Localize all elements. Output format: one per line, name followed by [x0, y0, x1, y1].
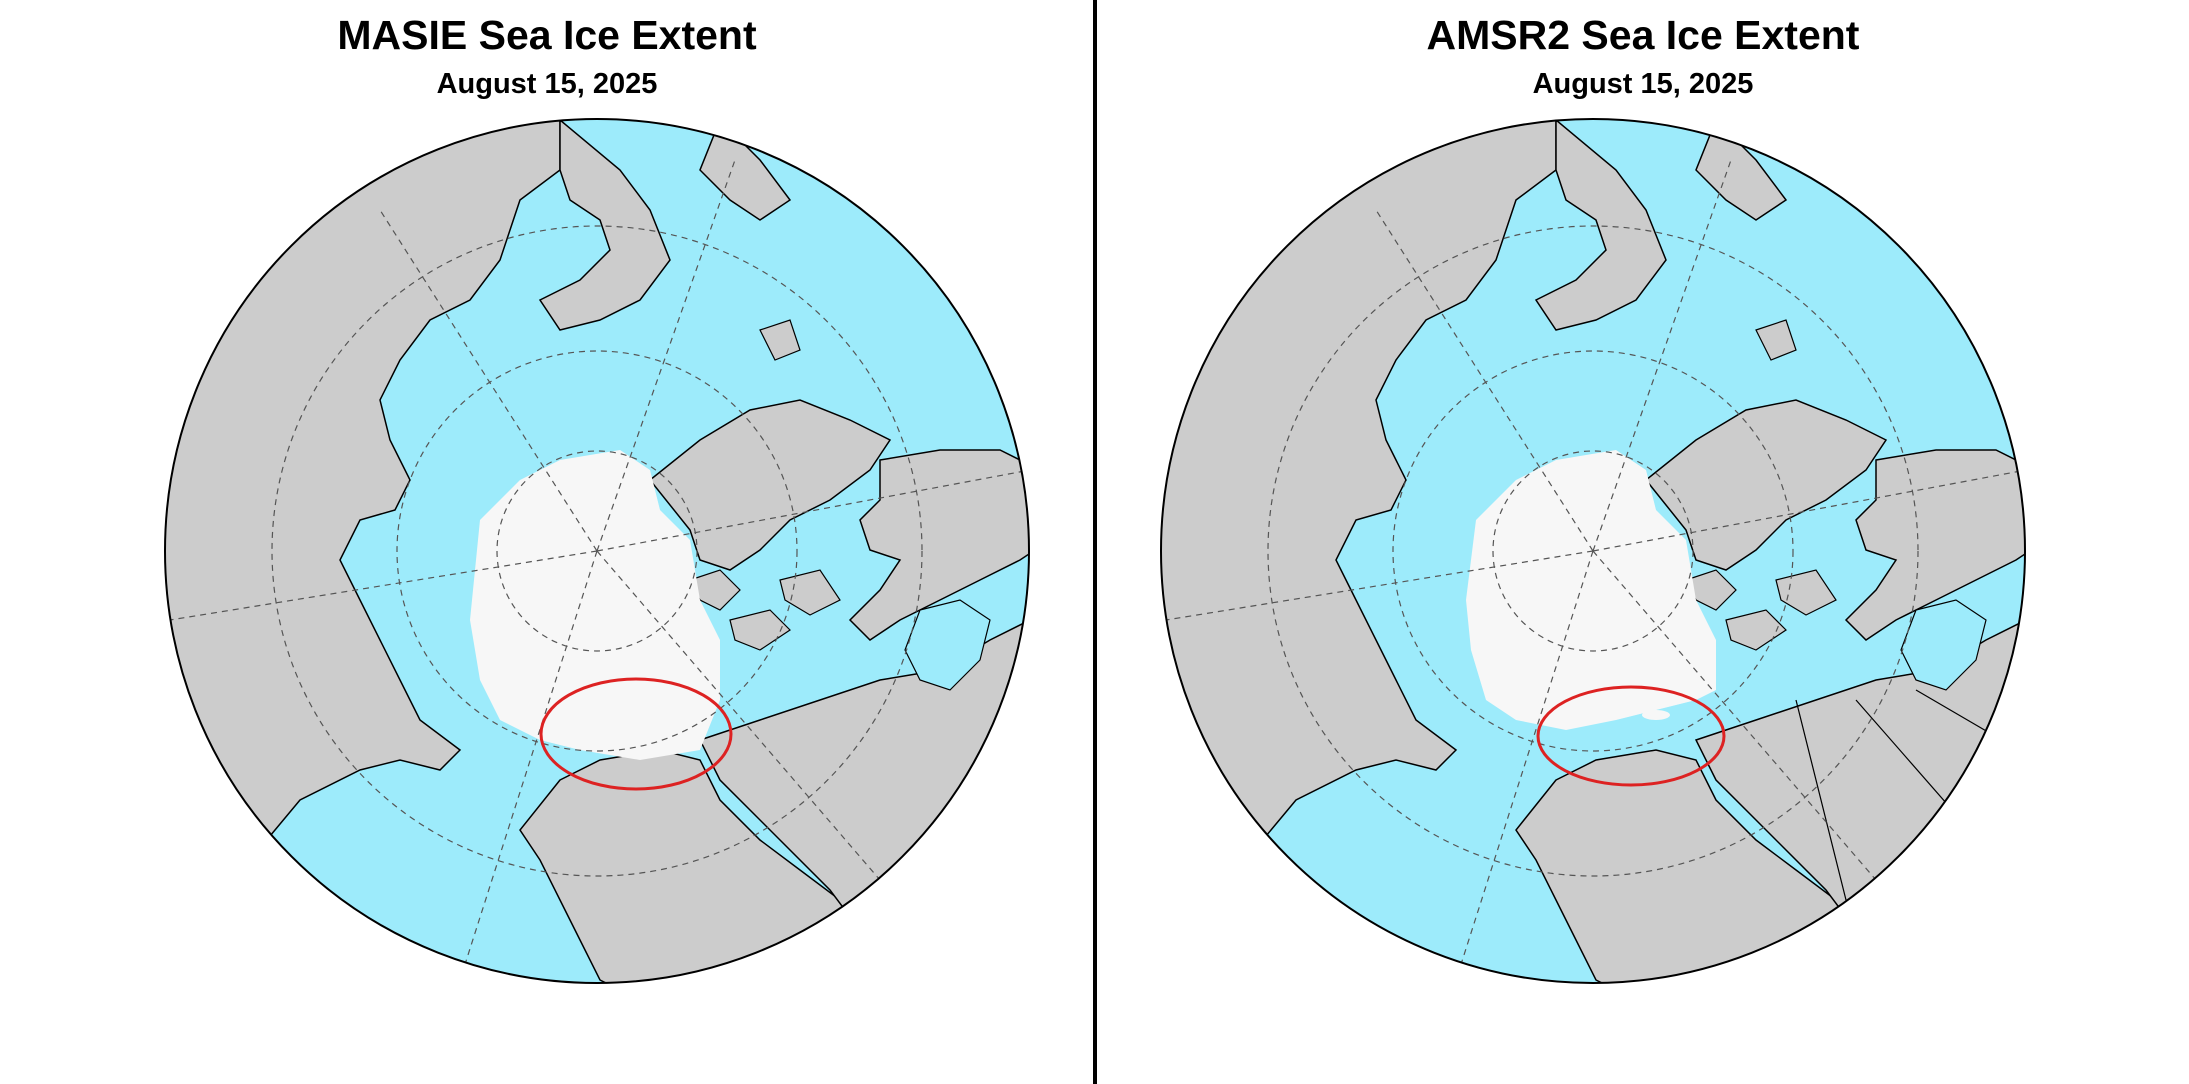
- panel-date: August 15, 2025: [1532, 68, 1754, 100]
- masie-polar-map: [164, 118, 1030, 984]
- graticule: [169, 159, 1029, 981]
- panel-title: AMSR2 Sea Ice Extent: [1426, 12, 1860, 58]
- sea-ice-cover: [1466, 450, 1716, 730]
- panel-divider: [1093, 0, 1097, 1084]
- map-boundary: [1160, 118, 2026, 984]
- land-masses: [1161, 119, 2025, 983]
- panel-title: MASIE Sea Ice Extent: [337, 12, 757, 58]
- highlight-ellipse: [1536, 685, 1726, 787]
- highlight-ellipse: [539, 677, 733, 791]
- map-boundary: [164, 118, 1030, 984]
- amsr2-polar-map: [1160, 118, 2026, 984]
- masie-panel: MASIE Sea Ice Extent August 15, 2025: [0, 0, 1094, 1084]
- amsr2-panel: AMSR2 Sea Ice Extent August 15, 2025: [1096, 0, 2189, 1084]
- panel-date: August 15, 2025: [436, 68, 658, 100]
- graticule: [1165, 159, 2025, 981]
- sea-ice-cover: [470, 450, 720, 760]
- land-masses: [165, 119, 1029, 983]
